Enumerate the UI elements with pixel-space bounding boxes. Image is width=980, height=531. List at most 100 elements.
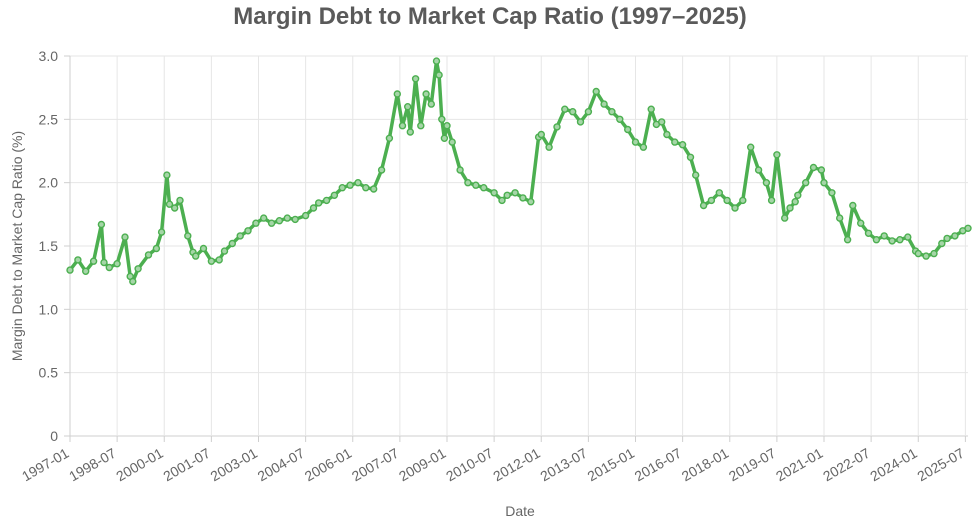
data-point[interactable] [872,235,881,244]
data-point[interactable] [699,201,708,210]
data-point[interactable] [671,138,679,146]
data-point[interactable] [129,277,137,286]
data-point[interactable] [464,178,472,187]
data-point[interactable] [809,163,818,172]
data-point[interactable] [584,107,593,116]
data-point[interactable] [406,128,414,136]
data-point[interactable] [163,171,171,179]
data-point[interactable] [283,214,291,222]
data-point[interactable] [616,115,624,124]
data-point[interactable] [773,151,781,159]
data-point[interactable] [81,267,90,275]
data-point[interactable] [260,214,268,222]
data-point[interactable] [74,256,82,264]
data-point[interactable] [291,215,299,224]
data-point[interactable] [275,216,284,225]
data-point[interactable] [165,200,174,208]
data-point[interactable] [527,197,535,206]
data-point[interactable] [880,232,888,240]
data-point[interactable] [820,178,828,187]
data-point[interactable] [346,181,354,189]
data-point[interactable] [354,178,362,187]
data-point[interactable] [443,121,451,130]
data-point[interactable] [639,143,648,151]
data-point[interactable] [105,263,114,272]
data-point[interactable] [843,235,852,244]
data-point[interactable] [519,194,527,202]
data-point[interactable] [404,102,412,111]
data-point[interactable] [377,166,386,174]
data-point[interactable] [888,237,896,245]
data-point[interactable] [301,211,310,220]
data-point[interactable] [658,118,666,126]
data-point[interactable] [498,196,506,205]
data-point[interactable] [440,134,449,143]
data-point[interactable] [692,171,700,179]
data-point[interactable] [857,219,865,227]
data-point[interactable] [315,199,323,207]
data-point[interactable] [686,153,695,162]
data-point[interactable] [663,130,671,139]
data-point[interactable] [422,90,430,98]
data-point[interactable] [762,178,771,187]
data-point[interactable] [545,143,553,151]
data-point[interactable] [786,204,794,212]
data-point[interactable] [739,196,747,205]
data-point[interactable] [236,232,244,240]
data-point[interactable] [951,232,959,240]
data-point[interactable] [435,71,443,79]
data-point[interactable] [576,118,585,126]
data-point[interactable] [781,214,789,222]
data-point[interactable] [836,214,844,222]
data-point[interactable] [922,252,930,260]
data-point[interactable] [511,189,519,197]
data-point[interactable] [767,196,776,205]
data-point[interactable] [723,196,731,205]
data-point[interactable] [964,224,972,233]
data-point[interactable] [472,181,480,189]
data-point[interactable] [393,90,401,98]
data-point[interactable] [569,107,577,116]
data-point[interactable] [817,166,826,174]
data-point[interactable] [134,265,142,273]
data-point[interactable] [794,191,802,200]
data-point[interactable] [66,266,74,274]
data-point[interactable] [537,130,545,139]
data-point[interactable] [228,239,237,248]
data-point[interactable] [930,249,938,258]
data-point[interactable] [113,260,121,268]
data-point[interactable] [707,196,716,205]
data-point[interactable] [385,134,394,143]
data-point[interactable] [89,257,98,265]
data-point[interactable] [252,219,260,227]
data-point[interactable] [896,235,904,244]
data-point[interactable] [215,256,223,264]
data-point[interactable] [608,107,616,116]
data-point[interactable] [370,185,378,193]
data-point[interactable] [849,201,857,210]
data-point[interactable] [411,75,420,83]
data-point[interactable] [904,233,912,241]
data-point[interactable] [121,233,129,241]
data-point[interactable] [943,234,951,243]
data-point[interactable] [791,197,799,206]
data-point[interactable] [480,183,488,192]
data-point[interactable] [600,100,608,108]
data-point[interactable] [170,204,179,212]
data-point[interactable] [309,204,318,212]
data-point[interactable] [715,189,723,197]
data-point[interactable] [561,105,569,113]
data-point[interactable] [417,121,425,130]
data-point[interactable] [144,251,153,259]
data-point[interactable] [914,249,922,258]
data-point[interactable] [100,258,108,267]
data-point[interactable] [938,239,946,248]
data-point[interactable] [191,252,200,260]
data-point[interactable] [362,183,370,192]
data-point[interactable] [731,204,739,212]
data-point[interactable] [207,257,216,265]
data-point[interactable] [152,244,161,253]
data-point[interactable] [456,166,464,174]
data-point[interactable] [244,227,252,235]
data-point[interactable] [631,138,640,146]
